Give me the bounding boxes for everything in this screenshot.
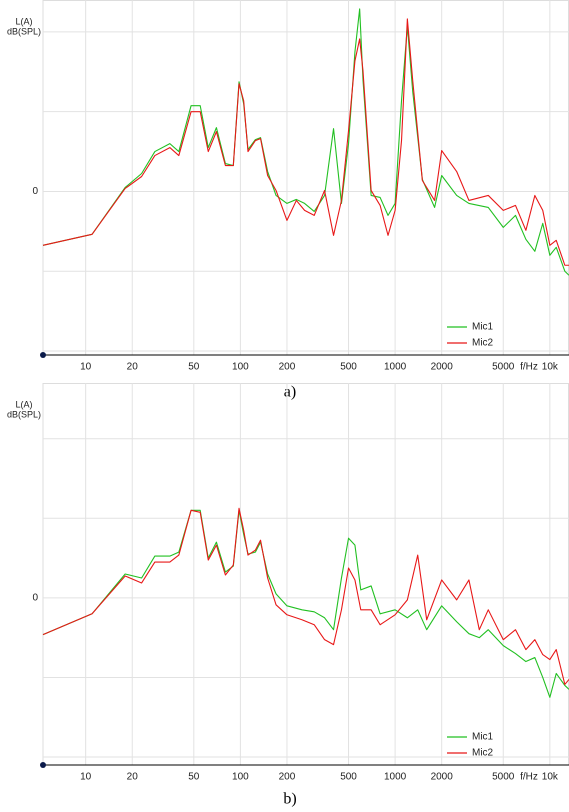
series-line (42, 509, 569, 698)
legend-label: Mic1 (472, 732, 494, 743)
y-axis-label: dB(SPL) (7, 26, 41, 36)
x-tick-label: 1000 (384, 772, 407, 783)
legend-label: Mic1 (472, 322, 494, 333)
y-axis-label: L(A) (15, 16, 32, 26)
x-tick-label: 10 (80, 362, 92, 373)
y-tick-label: 0 (32, 186, 38, 197)
x-tick-label: 2000 (431, 772, 454, 783)
x-tick-label: 50 (188, 362, 200, 373)
y-axis-label: dB(SPL) (7, 409, 41, 419)
x-tick-label: 5000 (492, 772, 515, 783)
y-tick-label: 0 (32, 593, 38, 604)
x-tick-label: 20 (127, 772, 139, 783)
series-line (42, 18, 569, 266)
y-axis-label: L(A) (15, 399, 32, 409)
caption: b) (283, 791, 296, 808)
x-axis-label: f/Hz (520, 362, 538, 373)
legend-label: Mic2 (472, 338, 494, 349)
x-tick-label: 2000 (431, 362, 454, 373)
x-axis-label: f/Hz (520, 772, 538, 783)
x-tick-label: 200 (279, 362, 296, 373)
origin-dot (40, 762, 46, 768)
x-tick-label: 10k (542, 362, 559, 373)
x-tick-label: 500 (340, 772, 357, 783)
plot-frame (42, 0, 569, 356)
x-tick-label: 1000 (384, 362, 407, 373)
x-tick-label: 100 (232, 772, 249, 783)
x-tick-label: 500 (340, 362, 357, 373)
series-line (42, 8, 569, 276)
x-tick-label: 200 (279, 772, 296, 783)
x-tick-label: 5000 (492, 362, 515, 373)
x-tick-label: 100 (232, 362, 249, 373)
x-tick-label: 50 (188, 772, 200, 783)
series-line (42, 507, 569, 685)
origin-dot (40, 352, 46, 358)
legend-label: Mic2 (472, 748, 494, 759)
x-tick-label: 20 (127, 362, 139, 373)
plot-frame (42, 383, 569, 766)
x-tick-label: 10k (542, 772, 559, 783)
caption: a) (284, 384, 296, 401)
x-tick-label: 10 (80, 772, 92, 783)
